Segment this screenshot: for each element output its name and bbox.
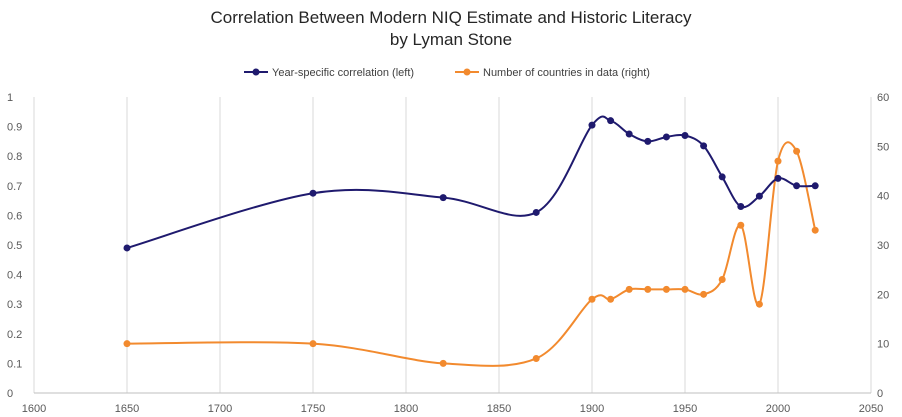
y-left-tick-label: 0.3 bbox=[7, 299, 22, 311]
legend-item-correlation: Year-specific correlation (left) bbox=[244, 67, 414, 79]
y-left-tick-label: 0.5 bbox=[7, 240, 22, 252]
data-point-countries-1870 bbox=[532, 354, 540, 362]
data-point-countries-1930 bbox=[644, 285, 652, 293]
data-point-correlation-2000 bbox=[774, 174, 782, 182]
y-left-tick-label: 0 bbox=[7, 388, 13, 400]
y-left-tick-label: 0.8 bbox=[7, 151, 22, 163]
data-point-correlation-1870 bbox=[532, 208, 540, 216]
data-point-countries-1990 bbox=[755, 300, 763, 308]
legend-item-countries: Number of countries in data (right) bbox=[455, 67, 650, 79]
x-tick-label: 1850 bbox=[487, 403, 511, 415]
legend-label-countries: Number of countries in data (right) bbox=[483, 67, 650, 79]
gridlines bbox=[33, 97, 872, 393]
y-left-tick-label: 0.9 bbox=[7, 122, 22, 134]
x-tick-label: 1600 bbox=[22, 403, 46, 415]
data-point-countries-1920 bbox=[625, 285, 633, 293]
data-point-correlation-1820 bbox=[439, 194, 447, 202]
series-line-correlation bbox=[126, 115, 816, 249]
legend-label-correlation: Year-specific correlation (left) bbox=[272, 67, 414, 79]
data-point-correlation-1990 bbox=[755, 192, 763, 200]
x-tick-label: 1650 bbox=[115, 403, 139, 415]
data-point-countries-1900 bbox=[588, 295, 596, 303]
y-right-tick-label: 30 bbox=[877, 240, 889, 252]
x-tick-label: 1700 bbox=[208, 403, 232, 415]
x-tick-label: 2000 bbox=[766, 403, 790, 415]
data-point-correlation-2020 bbox=[811, 182, 819, 190]
legend-marker-countries bbox=[463, 68, 471, 76]
data-point-correlation-1900 bbox=[588, 121, 596, 129]
chart-title-line-1: Correlation Between Modern NIQ Estimate … bbox=[211, 8, 692, 27]
data-point-correlation-2010 bbox=[793, 182, 801, 190]
data-point-countries-1970 bbox=[718, 276, 726, 284]
data-point-correlation-1930 bbox=[644, 137, 652, 145]
y-right-tick-label: 50 bbox=[877, 141, 889, 153]
y-left-tick-label: 1 bbox=[7, 92, 13, 104]
data-point-correlation-1960 bbox=[700, 142, 708, 150]
series-line-countries bbox=[126, 141, 817, 367]
data-point-correlation-1910 bbox=[607, 117, 615, 125]
y-left-tick-label: 0.7 bbox=[7, 181, 22, 193]
data-point-countries-1940 bbox=[662, 285, 670, 293]
data-point-correlation-1650 bbox=[123, 244, 131, 252]
x-tick-label: 2050 bbox=[859, 403, 883, 415]
data-point-correlation-1950 bbox=[681, 131, 689, 139]
data-point-countries-1650 bbox=[123, 340, 131, 348]
data-point-countries-1980 bbox=[737, 221, 745, 229]
series-layer bbox=[123, 115, 819, 367]
data-point-countries-1910 bbox=[607, 295, 615, 303]
data-point-countries-1750 bbox=[309, 340, 317, 348]
data-point-countries-2000 bbox=[774, 157, 782, 165]
x-tick-label: 1750 bbox=[301, 403, 325, 415]
chart-title-line-2: by Lyman Stone bbox=[390, 30, 512, 49]
y-left-tick-label: 0.6 bbox=[7, 210, 22, 222]
data-point-correlation-1750 bbox=[309, 189, 317, 197]
data-point-countries-1950 bbox=[681, 285, 689, 293]
y-right-tick-label: 40 bbox=[877, 191, 889, 203]
y-right-tick-label: 60 bbox=[877, 92, 889, 104]
data-point-countries-1960 bbox=[700, 290, 708, 298]
y-left-tick-label: 0.2 bbox=[7, 329, 22, 341]
data-point-correlation-1980 bbox=[737, 203, 745, 211]
data-point-countries-2010 bbox=[793, 147, 801, 155]
y-left-tick-label: 0.1 bbox=[7, 358, 22, 370]
y-left-tick-label: 0.4 bbox=[7, 270, 22, 282]
data-point-countries-1820 bbox=[439, 359, 447, 367]
legend-marker-correlation bbox=[252, 68, 260, 76]
axes: 1600 1650 1700 1750 1800 1850 1900 1950 2000 2050… bbox=[7, 92, 889, 415]
x-tick-label: 1800 bbox=[394, 403, 418, 415]
data-point-correlation-1970 bbox=[718, 173, 726, 181]
y-right-tick-label: 0 bbox=[877, 388, 883, 400]
x-tick-label: 1900 bbox=[580, 403, 604, 415]
legend: Year-specific correlation (left) Number … bbox=[244, 67, 650, 79]
data-point-correlation-1940 bbox=[662, 133, 670, 141]
data-point-correlation-1920 bbox=[625, 130, 633, 138]
data-point-countries-2020 bbox=[811, 226, 819, 234]
y-right-tick-label: 10 bbox=[877, 339, 889, 351]
y-right-tick-label: 20 bbox=[877, 289, 889, 301]
x-tick-label: 1950 bbox=[673, 403, 697, 415]
